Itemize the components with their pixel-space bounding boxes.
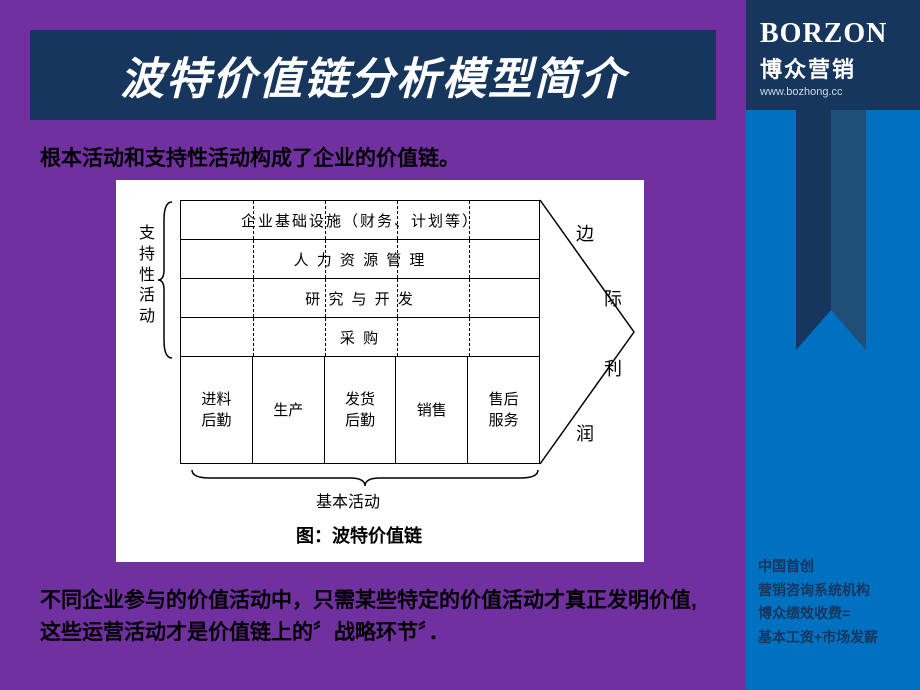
bottom-paragraph: 不同企业参与的价值活动中，只需某些特定的价值活动才真正发明价值,这些运营活动才是…: [40, 585, 706, 648]
support-row: 研 究 与 开 发: [181, 279, 539, 318]
side-info-line: 中国首创: [758, 555, 908, 579]
intro-text: 根本活动和支持性活动构成了企业的价值链。: [40, 142, 460, 172]
support-row: 采 购: [181, 318, 539, 357]
support-row: 人 力 资 源 管 理: [181, 240, 539, 279]
margin-char: 际: [604, 285, 622, 311]
side-panel: BORZON 博众营销 www.bozhong.cc 中国首创 营销咨询系统机构…: [746, 0, 920, 690]
page-title: 波特价值链分析模型简介: [120, 43, 626, 107]
brand-chinese: 博众营销: [760, 52, 920, 84]
support-axis-label: 支持性活动: [138, 224, 156, 328]
support-row: 企业基础设施（财务、计划等）: [181, 201, 539, 240]
margin-char: 利: [604, 355, 622, 381]
primary-cell: 售后服务: [468, 357, 539, 463]
primary-cell: 生产: [253, 357, 325, 463]
side-info-line: 基本工资+市场发薪: [758, 626, 908, 650]
value-chain-box: 企业基础设施（财务、计划等） 人 力 资 源 管 理 研 究 与 开 发 采 购…: [180, 200, 540, 464]
title-bar: 波特价值链分析模型简介: [30, 30, 716, 120]
primary-cell: 销售: [396, 357, 468, 463]
bottom-brace-icon: [190, 468, 540, 486]
primary-cell: 发货后勤: [325, 357, 397, 463]
brand-url: www.bozhong.cc: [760, 86, 920, 98]
side-info: 中国首创 营销咨询系统机构 博众绩效收费= 基本工资+市场发薪: [758, 555, 908, 650]
support-activities: 企业基础设施（财务、计划等） 人 力 资 源 管 理 研 究 与 开 发 采 购: [181, 201, 539, 357]
diagram-caption: 图：波特价值链: [296, 522, 422, 548]
pennant-icon: [796, 110, 866, 350]
brand-english: BORZON: [760, 18, 920, 50]
left-brace-icon: [158, 200, 176, 360]
primary-cell: 进料后勤: [181, 357, 253, 463]
main-area: 波特价值链分析模型简介 根本活动和支持性活动构成了企业的价值链。 支持性活动 企…: [0, 0, 746, 690]
primary-axis-label: 基本活动: [316, 488, 380, 512]
brand-block: BORZON 博众营销 www.bozhong.cc: [746, 0, 920, 110]
side-info-line: 营销咨询系统机构: [758, 579, 908, 603]
value-chain-diagram: 支持性活动 企业基础设施（财务、计划等） 人 力 资 源 管 理 研 究 与 开…: [116, 180, 644, 562]
primary-activities: 进料后勤 生产 发货后勤 销售 售后服务: [181, 357, 539, 463]
margin-char: 润: [576, 420, 594, 446]
margin-char: 边: [576, 220, 594, 246]
side-info-line: 博众绩效收费=: [758, 602, 908, 626]
